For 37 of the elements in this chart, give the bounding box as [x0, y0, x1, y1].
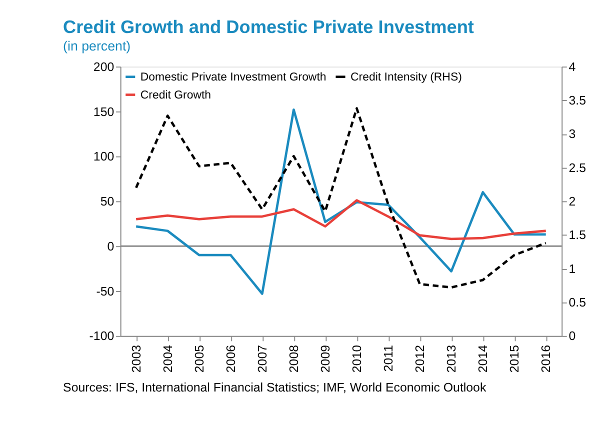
y2-tick-label: 2: [568, 194, 576, 209]
x-tick-label: 2010: [350, 344, 364, 373]
x-tick-label: 2004: [160, 344, 175, 373]
y-tick-label: -100: [89, 329, 114, 344]
y-tick-label: 200: [93, 60, 114, 74]
y2-tick-label: 0: [568, 329, 576, 344]
y-tick-label: 150: [93, 104, 114, 119]
y-tick-label: 0: [107, 239, 114, 254]
y2-tick-label: 4: [568, 60, 576, 74]
x-tick-label: 2016: [539, 344, 554, 373]
legend-label: Credit Intensity (RHS): [350, 72, 462, 84]
y2-tick-label: 3.5: [568, 94, 586, 108]
x-tick-label: 2014: [476, 344, 490, 373]
y-tick-label: 100: [93, 150, 114, 164]
y2-tick-label: 1.5: [568, 228, 586, 242]
x-tick-label: 2006: [224, 344, 238, 373]
chart-subtitle: (in percent): [63, 38, 131, 54]
chart-title: Credit Growth and Domestic Private Investment: [63, 17, 474, 38]
x-tick-label: 2007: [255, 344, 270, 373]
legend-label: Credit Growth: [140, 90, 212, 102]
source-note: Sources: IFS, International Financial Statistics; IMF, World Economic Outlook: [63, 380, 487, 394]
x-tick-label: 2011: [382, 344, 396, 372]
x-tick-label: 2003: [129, 344, 144, 373]
x-tick-label: 2008: [287, 344, 301, 373]
y2-tick-label: 0.5: [568, 296, 586, 310]
x-tick-label: 2013: [444, 344, 459, 373]
x-tick-label: 2012: [413, 344, 428, 373]
x-tick-label: 2005: [192, 344, 206, 373]
x-tick-label: 2015: [508, 344, 522, 373]
legend-label: Domestic Private Investment Growth: [140, 72, 326, 84]
y2-tick-label: 2.5: [568, 160, 586, 175]
line-series: [134, 199, 548, 240]
y2-tick-label: 1: [568, 262, 576, 276]
y-tick-label: -50: [96, 284, 114, 298]
y2-tick-label: 3: [568, 127, 576, 142]
x-tick-label: 2009: [318, 344, 333, 373]
y-tick-label: 50: [100, 194, 114, 209]
